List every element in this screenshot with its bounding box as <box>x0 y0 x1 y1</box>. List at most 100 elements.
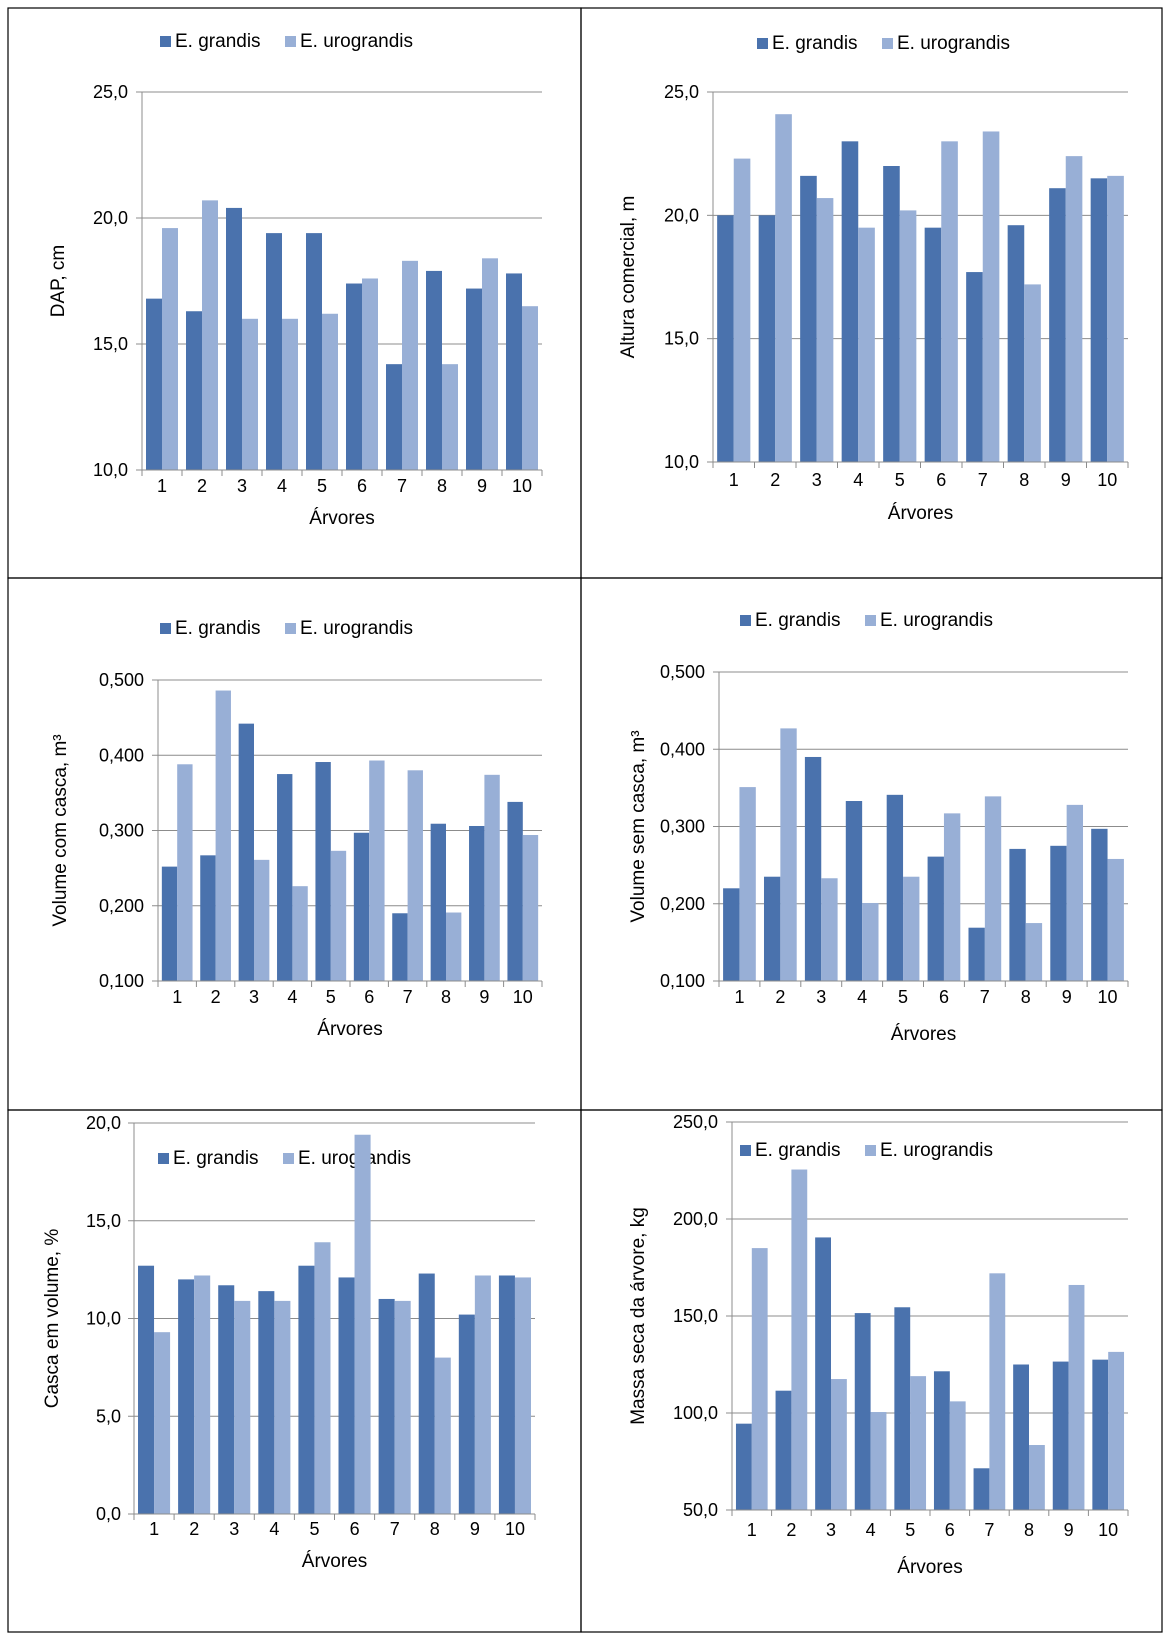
bar-e-urograndis-1 <box>177 764 193 981</box>
bar-e-urograndis-9 <box>474 1275 491 1514</box>
bar-e-grandis-10 <box>1091 828 1108 981</box>
x-tick-label: 10 <box>1097 987 1117 1007</box>
bar-e-urograndis-2 <box>780 728 797 981</box>
y-tick-label: 25,0 <box>664 82 699 102</box>
x-tick-label: 5 <box>326 987 336 1007</box>
bar-e-grandis-8 <box>1009 848 1026 981</box>
x-tick-label: 1 <box>729 470 739 490</box>
x-axis-title: Árvores <box>888 503 953 524</box>
bar-e-grandis-5 <box>894 1307 911 1510</box>
bar-e-urograndis-4 <box>858 227 875 462</box>
x-tick-label: 2 <box>211 987 221 1007</box>
bar-e-urograndis-5 <box>314 1242 331 1514</box>
bar-e-grandis-2 <box>178 1279 195 1514</box>
bar-e-grandis-4 <box>841 141 859 462</box>
bar-e-grandis-8 <box>1007 225 1025 462</box>
bar-e-grandis-7 <box>386 364 402 470</box>
legend-label: E. grandis <box>175 31 261 52</box>
bar-e-urograndis-8 <box>1029 1445 1045 1510</box>
bar-e-urograndis-7 <box>984 796 1002 981</box>
bar-e-urograndis-4 <box>862 902 879 981</box>
x-tick-label: 5 <box>905 1520 915 1540</box>
legend-label: E. urograndis <box>300 31 413 52</box>
bar-e-grandis-10 <box>506 273 522 470</box>
bar-e-urograndis-8 <box>446 912 462 981</box>
bar-e-grandis-6 <box>927 856 944 981</box>
x-axis-title: Árvores <box>897 1557 962 1578</box>
y-tick-label: 0,400 <box>660 739 705 759</box>
chart-3: E. grandis E. urograndis 0,100 0,200 0,300 0,… <box>50 618 543 1040</box>
bar-e-urograndis-3 <box>816 198 834 462</box>
legend: E. grandis E. urograndis <box>160 618 413 639</box>
chart-cell-border <box>580 1109 1163 1633</box>
bar-e-urograndis-1 <box>733 158 751 462</box>
y-tick-label: 100,0 <box>673 1403 718 1423</box>
bar-e-grandis-9 <box>1052 1361 1069 1510</box>
bar-e-grandis-6 <box>924 227 942 462</box>
bar-e-grandis-2 <box>200 855 216 981</box>
bar-e-grandis-7 <box>973 1468 990 1510</box>
x-tick-label: 1 <box>157 476 167 496</box>
bar-e-urograndis-5 <box>322 313 338 470</box>
x-tick-label: 10 <box>513 987 533 1007</box>
bar-e-grandis-5 <box>306 233 322 470</box>
bar-e-urograndis-7 <box>989 1273 1006 1510</box>
y-tick-label: 0,100 <box>660 971 705 991</box>
y-tick-label: 200,0 <box>673 1209 718 1229</box>
y-tick-label: 10,0 <box>86 1309 121 1329</box>
x-tick-label: 1 <box>149 1519 159 1539</box>
x-tick-label: 4 <box>287 987 297 1007</box>
bar-e-urograndis-9 <box>1066 804 1084 981</box>
y-axis-title: Altura comercial, m <box>618 196 639 359</box>
x-tick-label: 8 <box>430 1519 440 1539</box>
bar-e-urograndis-10 <box>522 306 538 470</box>
legend-swatch <box>865 615 876 626</box>
bar-e-grandis-8 <box>426 270 442 470</box>
bar-e-urograndis-3 <box>821 878 838 981</box>
bar-e-grandis-1 <box>146 298 162 470</box>
x-axis-title: Árvores <box>891 1024 956 1045</box>
y-tick-label: 5,0 <box>96 1406 121 1426</box>
x-tick-label: 7 <box>390 1519 400 1539</box>
x-tick-label: 1 <box>734 987 744 1007</box>
bar-e-grandis-10 <box>498 1275 515 1514</box>
legend: E. grandis E. urograndis <box>740 610 993 631</box>
chart-4: E. grandis E. urograndis 0,100 0,200 0,300 0,… <box>628 610 1129 1045</box>
bar-e-grandis-2 <box>763 876 781 981</box>
y-tick-label: 0,0 <box>96 1504 121 1524</box>
y-tick-label: 15,0 <box>664 329 699 349</box>
bar-e-urograndis-8 <box>1025 923 1043 981</box>
x-tick-label: 10 <box>512 476 532 496</box>
bar-e-urograndis-10 <box>1108 1351 1125 1510</box>
bar-e-grandis-4 <box>854 1313 871 1510</box>
x-tick-label: 8 <box>1019 470 1029 490</box>
bar-e-urograndis-8 <box>434 1357 451 1514</box>
x-tick-label: 8 <box>441 987 451 1007</box>
bar-e-grandis-6 <box>338 1277 355 1514</box>
bar-e-grandis-4 <box>277 774 293 981</box>
bar-e-grandis-5 <box>886 794 904 981</box>
bar-e-urograndis-9 <box>482 258 498 470</box>
legend-swatch <box>740 1145 751 1156</box>
bar-e-urograndis-4 <box>282 318 298 470</box>
y-tick-label: 10,0 <box>93 460 128 480</box>
bar-e-urograndis-6 <box>362 278 378 470</box>
bar-e-urograndis-10 <box>1107 858 1124 981</box>
x-tick-label: 6 <box>936 470 946 490</box>
legend-label: E. urograndis <box>300 618 413 639</box>
bar-e-grandis-10 <box>1092 1359 1109 1510</box>
y-tick-label: 0,300 <box>660 817 705 837</box>
bar-e-urograndis-1 <box>154 1332 171 1514</box>
y-tick-label: 20,0 <box>93 208 128 228</box>
legend-swatch <box>285 36 296 47</box>
x-tick-label: 4 <box>853 470 863 490</box>
bar-e-urograndis-7 <box>402 260 418 470</box>
legend-label: E. urograndis <box>897 33 1010 54</box>
legend-swatch <box>283 1153 294 1164</box>
bar-e-grandis-9 <box>458 1314 475 1514</box>
x-tick-label: 4 <box>857 987 867 1007</box>
legend: E. grandis E. urograndis <box>740 1140 993 1161</box>
x-tick-label: 7 <box>397 476 407 496</box>
x-tick-label: 9 <box>477 476 487 496</box>
chart-2: E. grandis E. urograndis 10,0 15,0 20,0 25,0 1… <box>618 33 1129 524</box>
